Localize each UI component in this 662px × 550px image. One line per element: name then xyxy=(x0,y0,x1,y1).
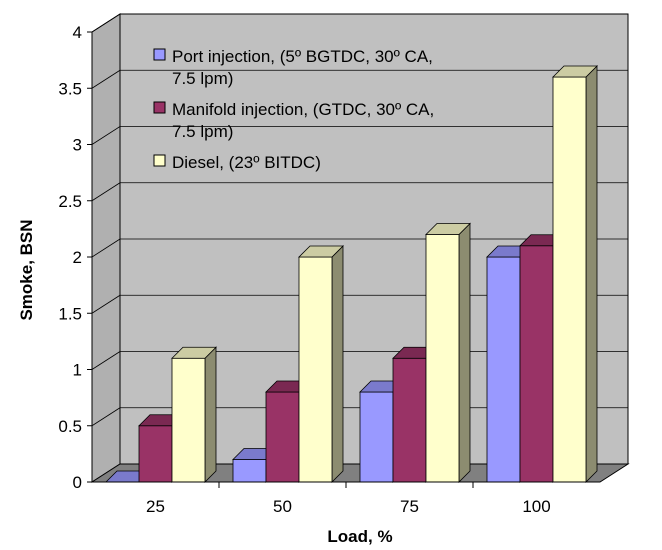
legend-item-2: Manifold injection, (GTDC, 30º CA, 7.5 lp… xyxy=(153,100,434,141)
x-tick-label: 25 xyxy=(146,497,165,516)
legend-label: Manifold injection, (GTDC, 30º CA, xyxy=(172,100,434,119)
x-axis-title: Load, % xyxy=(327,527,392,546)
y-tick-label: 2 xyxy=(73,248,82,267)
bars xyxy=(105,65,598,483)
gridline-side xyxy=(91,351,121,370)
legend-label: Port injection, (5º BGTDC, 30º CA, xyxy=(172,47,433,66)
gridline-side xyxy=(91,407,121,427)
x-axis-ticks: 25 50 75 100 xyxy=(92,481,600,516)
gridline-side xyxy=(91,294,121,314)
bar-3-75 xyxy=(425,222,471,483)
gridline-side xyxy=(91,126,121,145)
legend-swatch xyxy=(153,48,166,61)
y-axis-title: Smoke, BSN xyxy=(17,219,36,320)
legend-item-1: Port injection, (5º BGTDC, 30º CA, 7.5 lp… xyxy=(153,47,433,88)
bar-3-100 xyxy=(552,65,598,483)
legend-label: 7.5 lpm) xyxy=(172,122,233,141)
gridline-side xyxy=(91,182,121,202)
bar-3-25 xyxy=(171,346,217,483)
legend-swatch xyxy=(153,154,166,167)
legend-swatch xyxy=(153,101,166,114)
y-tick-label: 1 xyxy=(73,361,82,380)
legend-label: Diesel, (23º BITDC) xyxy=(172,153,321,172)
gridline-side xyxy=(91,69,121,89)
gridline-side xyxy=(91,238,121,258)
y-tick-label: 4 xyxy=(73,23,82,42)
x-tick-label: 75 xyxy=(400,497,419,516)
x-tick-label: 50 xyxy=(273,497,292,516)
x-tick-label: 100 xyxy=(522,497,550,516)
legend-label: 7.5 lpm) xyxy=(172,69,233,88)
y-tick-label: 2.5 xyxy=(58,192,82,211)
y-tick-label: 3.5 xyxy=(58,79,82,98)
y-tick-label: 0 xyxy=(73,473,82,492)
y-tick-label: 1.5 xyxy=(58,304,82,323)
bar-3-50 xyxy=(298,245,344,483)
y-tick-label: 3 xyxy=(73,136,82,155)
y-axis-ticks: 0 0.5 1 1.5 2 2.5 3 3.5 4 xyxy=(58,23,93,492)
legend: Port injection, (5º BGTDC, 30º CA, 7.5 lp… xyxy=(153,47,434,172)
gridline-side xyxy=(91,13,121,33)
y-tick-label: 0.5 xyxy=(58,417,82,436)
legend-item-3: Diesel, (23º BITDC) xyxy=(153,153,321,172)
